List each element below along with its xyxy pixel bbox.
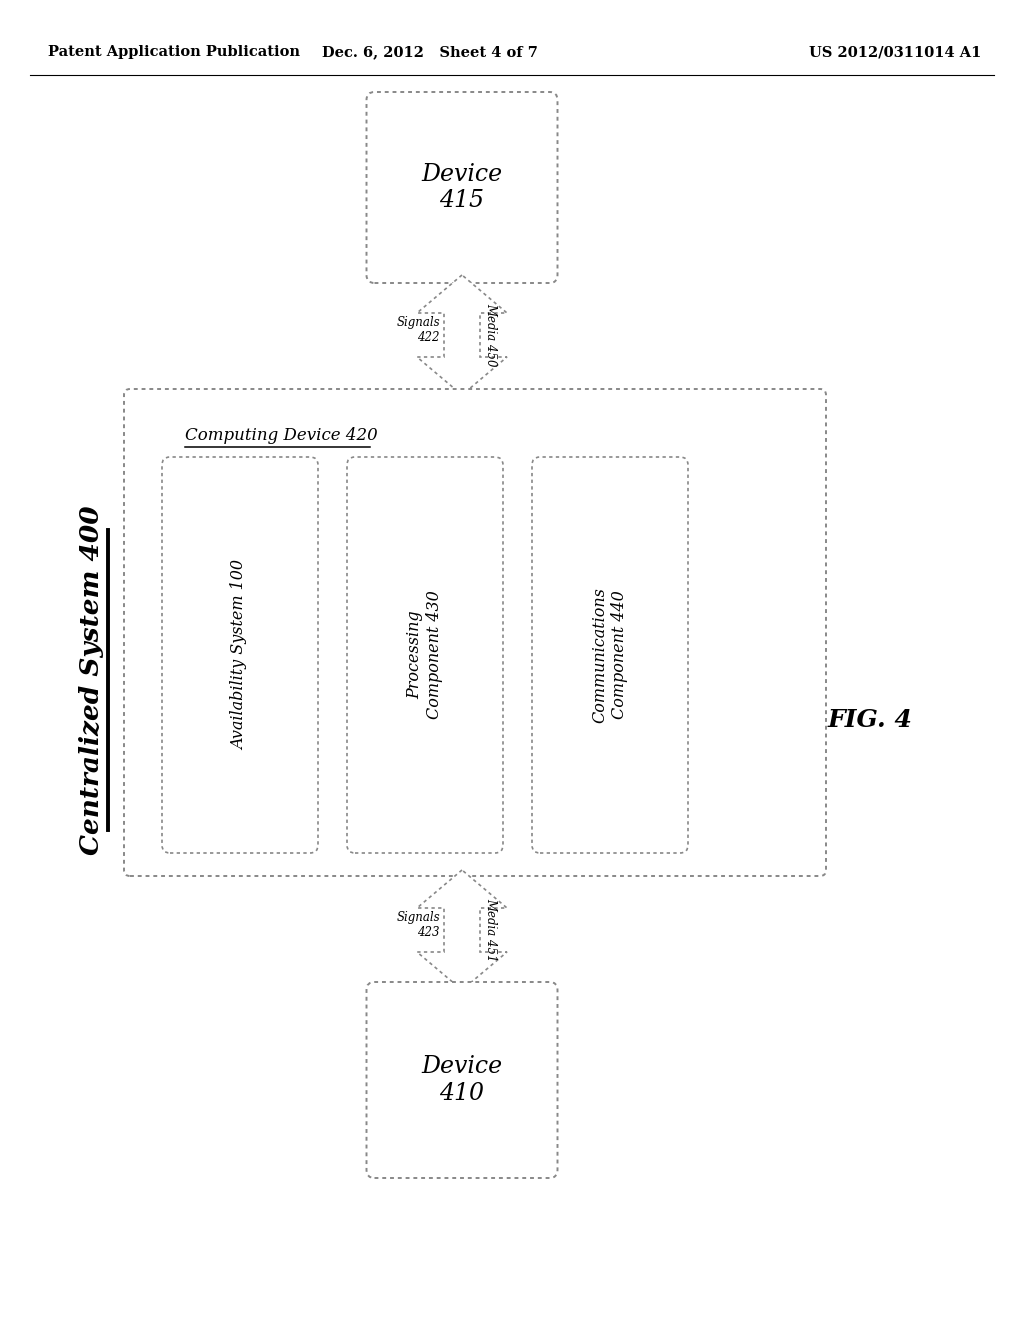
FancyBboxPatch shape	[367, 982, 557, 1177]
Text: Signals
423: Signals 423	[396, 911, 440, 939]
Text: Processing
Component 430: Processing Component 430	[407, 590, 443, 719]
FancyBboxPatch shape	[124, 389, 826, 876]
FancyBboxPatch shape	[532, 457, 688, 853]
Text: Media 450: Media 450	[484, 304, 497, 367]
Text: Device
415: Device 415	[422, 162, 503, 213]
Text: Availability System 100: Availability System 100	[231, 560, 249, 750]
Text: Communications
Component 440: Communications Component 440	[592, 587, 629, 723]
Text: Centralized System 400: Centralized System 400	[80, 506, 104, 855]
FancyBboxPatch shape	[162, 457, 318, 853]
Text: FIG. 4: FIG. 4	[827, 708, 912, 733]
Text: US 2012/0311014 A1: US 2012/0311014 A1	[809, 45, 981, 59]
Text: Signals
422: Signals 422	[396, 315, 440, 345]
Text: Dec. 6, 2012   Sheet 4 of 7: Dec. 6, 2012 Sheet 4 of 7	[323, 45, 538, 59]
Text: Media 451: Media 451	[484, 898, 497, 962]
Text: Patent Application Publication: Patent Application Publication	[48, 45, 300, 59]
FancyBboxPatch shape	[347, 457, 503, 853]
Polygon shape	[417, 870, 507, 990]
Text: Device
410: Device 410	[422, 1055, 503, 1105]
FancyBboxPatch shape	[367, 92, 557, 282]
Text: Computing Device 420: Computing Device 420	[185, 426, 378, 444]
Polygon shape	[417, 275, 507, 395]
